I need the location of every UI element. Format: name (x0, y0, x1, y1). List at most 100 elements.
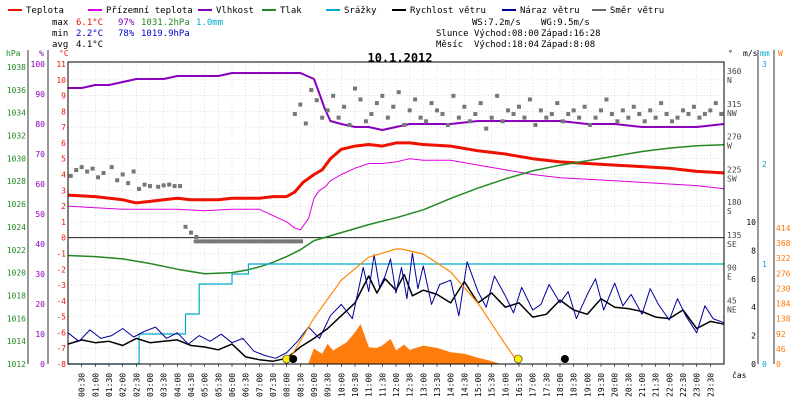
pressure-tick-label: 1018 (7, 291, 26, 300)
time-tick-label: 21:30 (652, 373, 661, 397)
time-tick-label: 19:00 (583, 373, 592, 397)
wind-direction-point (314, 98, 319, 103)
series-line-Teoretické záření (286, 248, 520, 365)
wind-direction-point (719, 112, 724, 117)
time-tick-label: 05:30 (214, 373, 223, 397)
wind-direction-point (96, 175, 101, 180)
wind-direction-point (582, 104, 587, 109)
stats-min-temp: 2.2°C (76, 29, 103, 39)
wind-direction-point (418, 115, 423, 120)
wind-direction-point (309, 88, 314, 93)
time-tick-label: 02:00 (119, 373, 128, 397)
time-tick-label: 13:30 (433, 373, 442, 397)
wind-direction-tick-label: 180 (727, 198, 742, 207)
stats-min-press: 1019.9hPa (141, 29, 190, 39)
chart-title: 10.1.2012 (367, 51, 432, 65)
wind-direction-point (626, 115, 631, 120)
wind-direction-point (577, 115, 582, 120)
wind-direction-point (659, 101, 664, 106)
wind-direction-point (189, 230, 193, 235)
wind-direction-point (74, 168, 79, 173)
time-tick-label: 10:00 (337, 373, 346, 397)
wind-direction-point (593, 115, 598, 120)
stats-moon-set: Západ:8:08 (541, 40, 595, 50)
series-line-Teplota (67, 141, 725, 205)
stats-avg-label: avg (52, 40, 68, 50)
wind-direction-point (331, 93, 336, 98)
temperature-tick-label: -3 (56, 281, 66, 290)
legend: Teplota Přízemní teplota Vlhkost Tlak Sr… (8, 6, 664, 16)
wind-direction-compass-label: NE (727, 305, 737, 314)
rain-tick-label: 2 (762, 160, 767, 169)
wind-speed-tick-label: 2 (751, 332, 756, 341)
time-tick-label: 18:30 (570, 373, 579, 397)
wind-direction-point (413, 97, 418, 102)
wind-direction-point (342, 104, 347, 109)
stats-moon-label: Měsíc (436, 40, 463, 50)
stats-moon-rise: Východ:18:04 (474, 40, 539, 50)
legend-label-srazky: Srážky (344, 6, 377, 16)
wind-direction-point (702, 112, 707, 117)
stats-sun-rise: Východ:08:00 (474, 29, 539, 39)
solar-tick-label: 230 (776, 284, 791, 293)
wind-direction-compass-label: E (727, 273, 732, 282)
unit-wm2: W (778, 49, 783, 58)
wind-direction-point (599, 108, 603, 113)
temperature-tick-label: 1 (61, 218, 66, 227)
series-line-Vlhkost (68, 72, 725, 131)
temperature-tick-label: 0 (61, 234, 66, 243)
wind-direction-point (648, 108, 653, 113)
temperature-tick-label: -2 (56, 265, 66, 274)
wind-direction-point (369, 112, 374, 117)
wind-direction-point (194, 235, 199, 240)
temperature-tick-label: 4 (61, 171, 66, 180)
wind-direction-point (90, 166, 95, 171)
solar-tick-label: 322 (776, 254, 791, 263)
temperature-tick-label: -1 (56, 249, 66, 258)
wind-direction-point (467, 119, 472, 124)
moon-marker-icon (289, 355, 298, 363)
stats-max-hum: 97% (118, 18, 135, 28)
wind-direction-point (604, 97, 609, 102)
sun-marker-icon (513, 354, 523, 364)
wind-direction-point (298, 102, 303, 107)
series-line-Náraz větru (67, 252, 725, 359)
time-tick-label: 11:00 (365, 373, 374, 397)
left-axes: 1012101410161018102010221024102610281030… (7, 50, 66, 369)
stats-max-temp: 6.1°C (76, 18, 103, 28)
wind-direction-tick-label: 270 (727, 133, 742, 142)
pressure-tick-label: 1024 (7, 223, 26, 232)
wind-direction-point (681, 108, 685, 113)
wind-direction-point (396, 90, 401, 95)
wind-direction-point (571, 108, 576, 113)
wind-direction-point (522, 115, 527, 120)
humidity-tick-label: 100 (31, 60, 46, 69)
time-tick-label: 15:00 (474, 373, 483, 397)
wind-direction-point (440, 112, 445, 117)
wind-direction-point (555, 101, 560, 106)
wind-direction-compass-label: N (727, 76, 732, 85)
stats-max-press: 1031.2hPa (141, 18, 190, 28)
time-tick-label: 16:30 (515, 373, 524, 397)
time-tick-label: 00:30 (78, 373, 87, 397)
moon-marker-icon (560, 355, 569, 363)
wind-direction-point (500, 119, 505, 124)
pressure-tick-label: 1032 (7, 132, 26, 141)
time-tick-label: 12:30 (406, 373, 415, 397)
legend-label-naraz-vetru: Náraz větru (520, 6, 580, 16)
pressure-tick-label: 1026 (7, 200, 26, 209)
solar-tick-label: 92 (776, 330, 786, 339)
wind-direction-point (101, 170, 106, 175)
pressure-tick-label: 1012 (7, 360, 26, 369)
wind-direction-point (527, 97, 532, 102)
wind-direction-point (358, 97, 363, 102)
time-tick-label: 09:30 (324, 373, 333, 397)
humidity-tick-label: 90 (35, 90, 45, 99)
time-tick-label: 12:00 (392, 373, 401, 397)
unit-time: čas (732, 370, 747, 380)
wind-direction-point (131, 169, 136, 174)
stats-max-rain: 1.0mm (196, 18, 223, 28)
wind-direction-point (115, 178, 120, 183)
time-tick-label: 04:30 (187, 373, 196, 397)
time-tick-label: 13:00 (419, 373, 428, 397)
